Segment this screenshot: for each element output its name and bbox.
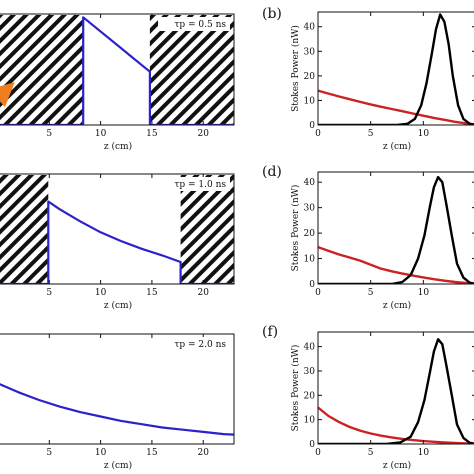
- tau-label-bg: [158, 337, 230, 351]
- panel-label: (f): [262, 324, 278, 340]
- y-tick-label: 20: [304, 229, 316, 239]
- x-axis-label: z (cm): [383, 460, 411, 471]
- chart-panel-2: 5 10 15 20 z (cm) τp = 1.0 ns: [0, 173, 235, 311]
- series-line: [318, 406, 474, 444]
- series-line: [318, 245, 474, 284]
- plot-area: [0, 175, 234, 284]
- y-tick-label: 10: [304, 255, 316, 265]
- y-tick-label: 0: [309, 280, 315, 290]
- tau-label-bg: [158, 17, 230, 31]
- axes-frame: [317, 11, 474, 126]
- y-tick-label: 0: [309, 121, 315, 131]
- x-tick-label: 5: [368, 448, 374, 458]
- axes-frame: [317, 171, 474, 285]
- hatched-region: [0, 15, 84, 124]
- y-tick-label: 40: [304, 178, 316, 188]
- axes-frame: [0, 13, 235, 126]
- x-axis-label: z (cm): [104, 300, 132, 311]
- x-tick-label: 5: [46, 288, 52, 298]
- x-tick-label: 10: [418, 129, 430, 139]
- axes-frame: [0, 173, 235, 285]
- x-tick-label: 15: [146, 129, 158, 139]
- plot-area: [318, 13, 474, 125]
- y-tick-label: 20: [304, 72, 316, 82]
- arrow-marker: [0, 82, 15, 108]
- x-tick-label: 15: [146, 288, 158, 298]
- tau-label: τp = 1.0 ns: [174, 180, 226, 190]
- plot-area: [0, 15, 234, 125]
- panel-label: (b): [262, 6, 282, 22]
- chart-panel-3: 0 5 10 0 10 20 30 40 z (cm) Stokes Power (nW) (d): [262, 164, 474, 311]
- plot-area: [318, 175, 474, 284]
- x-tick-label: 20: [197, 129, 209, 139]
- panel-label: (d): [262, 164, 282, 180]
- plot-area: [318, 338, 474, 444]
- x-axis-label: z (cm): [383, 300, 411, 311]
- chart-panel-1: 0 5 10 0 10 20 30 40 z (cm) Stokes Power (nW) (b): [262, 6, 474, 152]
- series-line: [82, 16, 234, 125]
- y-tick-label: 30: [304, 204, 316, 214]
- y-tick-label: 30: [304, 47, 316, 57]
- tau-label-bg: [158, 177, 230, 191]
- chart-panel-4: 5 10 15 20 z (cm) τp = 2.0 ns: [0, 333, 235, 471]
- x-tick-label: 10: [95, 288, 107, 298]
- series-line: [47, 200, 234, 284]
- x-tick-label: 15: [146, 448, 158, 458]
- y-tick-label: 40: [304, 343, 316, 353]
- x-tick-label: 10: [95, 129, 107, 139]
- axes-frame: [0, 333, 235, 445]
- y-tick-label: 0: [309, 440, 315, 450]
- x-tick-label: 10: [418, 448, 430, 458]
- x-tick-label: 5: [368, 288, 374, 298]
- chart-panel-0: 5 10 15 20 z (cm) τp = 0.5 ns: [0, 13, 235, 152]
- y-tick-label: 10: [304, 416, 316, 426]
- x-axis-label: z (cm): [383, 141, 411, 152]
- x-tick-label: 10: [418, 288, 430, 298]
- y-tick-label: 20: [304, 391, 316, 401]
- y-tick-label: 10: [304, 96, 316, 106]
- hatched-region: [180, 175, 234, 283]
- x-tick-label: 5: [368, 129, 374, 139]
- y-tick-label: 30: [304, 367, 316, 377]
- hatched-region: [149, 15, 234, 124]
- plot-area: [0, 383, 234, 436]
- x-tick-label: 5: [46, 448, 52, 458]
- x-axis-label: z (cm): [104, 141, 132, 152]
- tau-label: τp = 2.0 ns: [174, 340, 226, 350]
- x-tick-label: 0: [315, 288, 321, 298]
- chart-panel-5: 0 5 10 0 10 20 30 40 z (cm) Stokes Power (nW) (f): [262, 324, 474, 471]
- x-tick-label: 10: [95, 448, 107, 458]
- series-line: [0, 383, 234, 436]
- y-axis-label: Stokes Power (nW): [290, 25, 301, 112]
- series-line: [318, 89, 474, 125]
- hatched-region: [0, 175, 49, 283]
- x-tick-label: 20: [197, 288, 209, 298]
- x-tick-label: 0: [315, 448, 321, 458]
- x-tick-label: 0: [315, 129, 321, 139]
- x-tick-label: 20: [197, 448, 209, 458]
- series-line: [318, 338, 474, 444]
- y-tick-label: 40: [304, 23, 316, 33]
- x-tick-label: 5: [46, 129, 52, 139]
- series-line: [318, 175, 474, 284]
- series-line: [318, 13, 474, 125]
- tau-label: τp = 0.5 ns: [174, 20, 226, 30]
- x-axis-label: z (cm): [104, 460, 132, 471]
- y-axis-label: Stokes Power (nW): [290, 185, 301, 272]
- y-axis-label: Stokes Power (nW): [290, 345, 301, 432]
- axes-frame: [317, 331, 474, 445]
